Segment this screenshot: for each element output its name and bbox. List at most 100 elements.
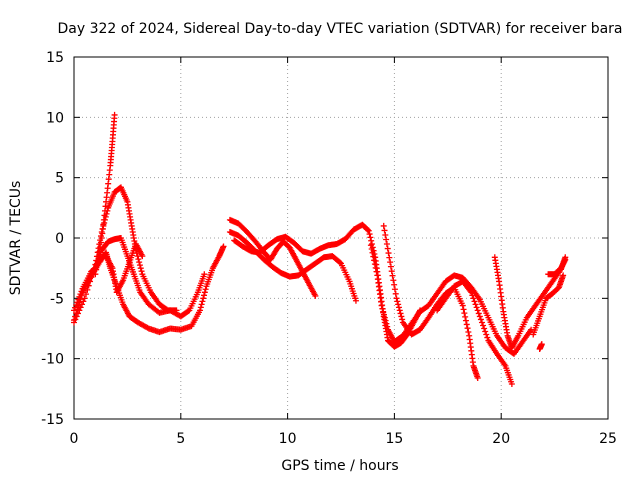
data-point bbox=[94, 257, 101, 264]
data-point bbox=[201, 289, 208, 296]
data-point bbox=[97, 244, 104, 251]
y-tick-label: -10 bbox=[41, 352, 64, 368]
series-trace-e bbox=[103, 241, 146, 296]
data-point bbox=[83, 291, 90, 298]
data-point bbox=[87, 278, 94, 285]
x-tick-label: 15 bbox=[385, 431, 403, 447]
data-point bbox=[71, 307, 77, 314]
series-trace-n bbox=[536, 341, 545, 353]
series-trace-o bbox=[545, 256, 569, 278]
data-point bbox=[382, 231, 389, 238]
data-point bbox=[482, 328, 489, 335]
data-point bbox=[95, 253, 102, 260]
data-point bbox=[173, 307, 180, 314]
data-point bbox=[199, 298, 206, 305]
data-point bbox=[383, 241, 390, 248]
data-point bbox=[371, 257, 378, 264]
data-point bbox=[92, 271, 99, 278]
data-point bbox=[312, 292, 319, 299]
data-point bbox=[367, 242, 374, 249]
data-point bbox=[469, 292, 476, 299]
data-point bbox=[336, 259, 343, 266]
chart-title: Day 322 of 2024, Sidereal Day-to-day VTE… bbox=[57, 21, 622, 37]
data-point bbox=[371, 261, 378, 268]
data-point bbox=[399, 316, 406, 323]
data-point bbox=[383, 236, 390, 243]
data-point bbox=[380, 311, 387, 318]
data-point bbox=[383, 320, 390, 327]
data-point bbox=[138, 268, 145, 275]
axes: 0 5 10 15 20 25 -15 -10 -5 0 5 10 15 bbox=[41, 50, 617, 447]
data-point bbox=[366, 231, 373, 238]
data-point bbox=[197, 304, 204, 311]
x-tick-label: 5 bbox=[176, 431, 185, 447]
data-point bbox=[80, 298, 87, 305]
data-point bbox=[75, 296, 82, 303]
data-point bbox=[378, 302, 385, 309]
data-point bbox=[96, 248, 103, 255]
data-point bbox=[185, 308, 192, 315]
data-point bbox=[395, 301, 402, 308]
data-point bbox=[85, 282, 92, 289]
data-point bbox=[198, 301, 205, 308]
data-point bbox=[391, 286, 398, 293]
y-tick-label: -15 bbox=[41, 412, 64, 428]
data-point bbox=[71, 319, 77, 326]
data-point bbox=[462, 317, 469, 324]
data-point bbox=[78, 288, 85, 295]
data-point bbox=[201, 271, 208, 278]
data-point bbox=[538, 341, 545, 348]
data-point bbox=[372, 264, 379, 271]
y-axis-label: SDTVAR / TECUs bbox=[8, 181, 24, 296]
data-point bbox=[478, 319, 485, 326]
data-point bbox=[136, 259, 143, 266]
data-point bbox=[386, 254, 393, 261]
data-point bbox=[477, 316, 484, 323]
data-point bbox=[220, 243, 227, 250]
data-point bbox=[76, 307, 83, 314]
data-point bbox=[74, 299, 81, 306]
data-point bbox=[480, 322, 487, 329]
data-point bbox=[89, 269, 96, 276]
data-point bbox=[144, 324, 151, 331]
data-point bbox=[474, 374, 481, 381]
data-point bbox=[381, 314, 388, 321]
data-point bbox=[197, 307, 204, 314]
data-point bbox=[370, 253, 377, 260]
data-point bbox=[460, 306, 467, 313]
data-point bbox=[393, 295, 400, 302]
data-point bbox=[387, 263, 394, 270]
data-point bbox=[463, 321, 470, 328]
data-point bbox=[394, 298, 401, 305]
data-point bbox=[352, 297, 359, 304]
data-point bbox=[396, 307, 403, 314]
data-point bbox=[200, 295, 207, 302]
data-point bbox=[387, 259, 394, 266]
data-points bbox=[71, 111, 569, 388]
data-point bbox=[73, 301, 80, 308]
x-tick-label: 0 bbox=[70, 431, 79, 447]
data-point bbox=[135, 256, 142, 263]
data-point bbox=[373, 268, 380, 275]
data-point bbox=[481, 325, 488, 332]
data-point bbox=[468, 289, 475, 296]
data-point bbox=[73, 313, 80, 320]
data-point bbox=[388, 268, 395, 275]
series-trace-l bbox=[491, 254, 569, 351]
x-axis-label: GPS time / hours bbox=[281, 458, 398, 474]
data-point bbox=[470, 295, 477, 302]
series-trace-d bbox=[92, 111, 118, 278]
data-point bbox=[392, 290, 399, 297]
data-point bbox=[72, 304, 79, 311]
x-tick-label: 20 bbox=[492, 431, 510, 447]
series-trace-f bbox=[226, 216, 319, 299]
data-point bbox=[381, 227, 388, 234]
data-point bbox=[77, 291, 84, 298]
data-point bbox=[75, 310, 82, 317]
data-point bbox=[380, 222, 387, 229]
series-trace-i bbox=[367, 242, 535, 357]
y-tick-label: 0 bbox=[55, 231, 64, 247]
data-point bbox=[77, 304, 84, 311]
data-point bbox=[385, 250, 392, 257]
